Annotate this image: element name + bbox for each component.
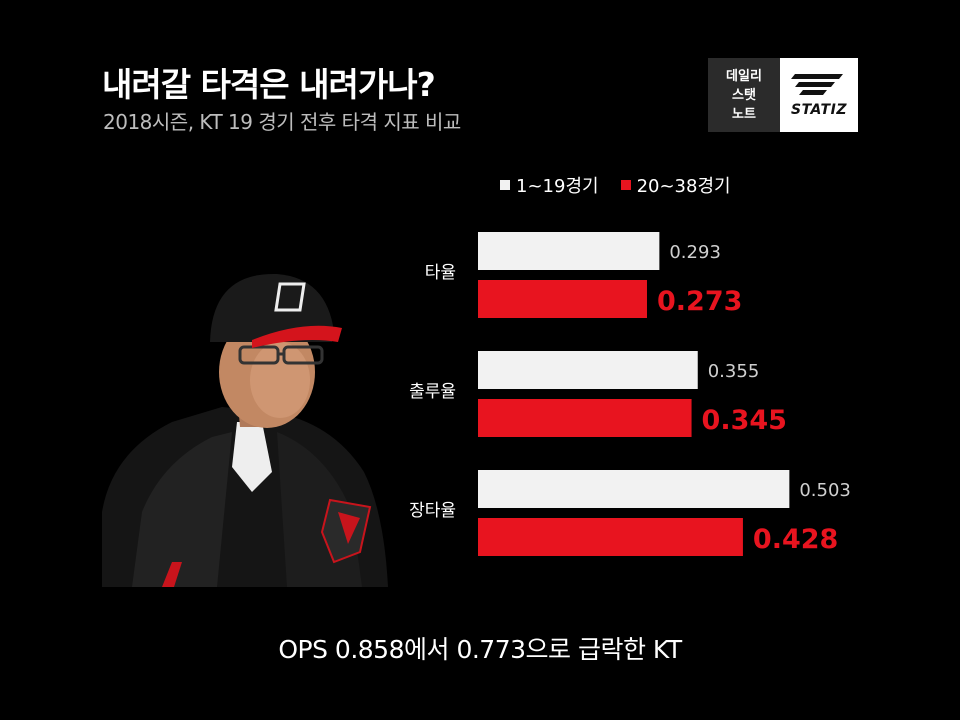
legend-swatch-series-2: [620, 180, 631, 190]
badge-line-2: 스탯: [732, 87, 756, 103]
badge-line-3: 노트: [732, 106, 756, 122]
value-label: 0.293: [669, 242, 721, 263]
bar-series-1: [478, 232, 660, 270]
chart-title: 내려갈 타격은 내려가나?: [102, 65, 436, 104]
legend-label-series-1: 1~19경기: [516, 176, 599, 197]
coach-photo: [102, 273, 388, 587]
value-label: 0.503: [799, 480, 851, 501]
bar-series-2: [478, 399, 692, 437]
badge-brand: STATIZ: [791, 102, 847, 118]
chart-subtitle: 2018시즌, KT 19 경기 전후 타격 지표 비교: [103, 110, 461, 134]
category-label: 출루율: [409, 382, 456, 402]
legend-swatch-series-1: [500, 180, 510, 190]
category-label: 타율: [425, 263, 456, 283]
value-label: 0.345: [702, 405, 787, 436]
bar-series-1: [478, 470, 790, 508]
legend-item-series-2: 20~38경기: [620, 172, 731, 198]
footer-caption: OPS 0.858에서 0.773으로 급락한 KT: [278, 635, 682, 664]
chart-legend: 1~19경기 20~38경기: [500, 172, 753, 198]
statiz-badge: 데일리 스탯 노트 STATIZ: [708, 58, 858, 132]
bar-series-1: [478, 351, 698, 389]
value-label: 0.428: [753, 524, 838, 555]
category-label: 장타율: [409, 501, 456, 521]
bar-series-2: [478, 518, 743, 556]
badge-line-1: 데일리: [726, 68, 762, 84]
bar-series-2: [478, 280, 647, 318]
value-label: 0.355: [708, 361, 760, 382]
badge-label: 데일리 스탯 노트: [708, 58, 780, 132]
value-label: 0.273: [657, 286, 742, 317]
legend-label-series-2: 20~38경기: [636, 176, 731, 197]
statiz-logo-icon: [791, 74, 843, 95]
statiz-logo: STATIZ: [780, 58, 858, 132]
legend-item-series-1: 1~19경기: [500, 172, 599, 198]
